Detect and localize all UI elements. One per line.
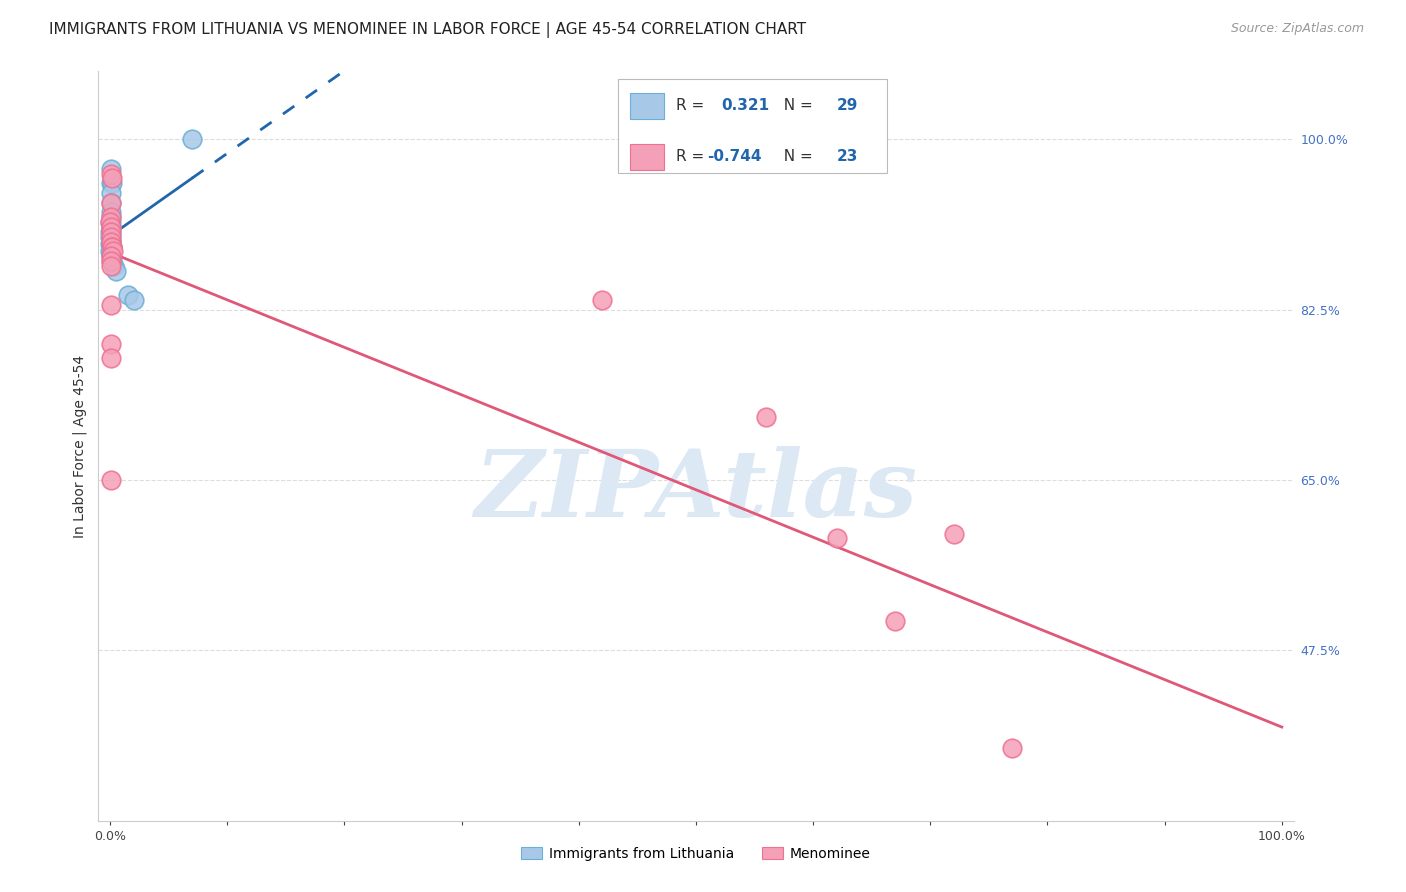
Point	[100, 225, 122, 239]
Text: Source: ZipAtlas.com: Source: ZipAtlas.com	[1230, 22, 1364, 36]
Point	[100, 215, 122, 229]
Point	[100, 232, 122, 246]
Point	[100, 229, 122, 244]
Point	[100, 225, 122, 239]
Legend: Immigrants from Lithuania, Menominee: Immigrants from Lithuania, Menominee	[516, 841, 876, 866]
FancyBboxPatch shape	[619, 78, 887, 172]
Point	[755, 409, 778, 424]
Point	[100, 298, 122, 312]
Point	[884, 614, 907, 628]
Text: N =: N =	[773, 149, 817, 163]
Point	[100, 195, 122, 210]
Point	[101, 239, 124, 253]
Point	[100, 222, 122, 236]
Point	[117, 288, 139, 302]
Point	[100, 239, 122, 253]
Point	[100, 186, 122, 200]
Point	[122, 293, 145, 307]
Text: R =: R =	[676, 97, 709, 112]
Point	[100, 211, 122, 225]
Point	[101, 244, 124, 259]
Point	[100, 254, 122, 268]
Point	[100, 351, 122, 366]
Point	[100, 473, 122, 487]
Point	[100, 220, 122, 235]
FancyBboxPatch shape	[630, 145, 664, 169]
Point	[591, 293, 613, 307]
Point	[100, 236, 122, 251]
Point	[100, 235, 122, 249]
Point	[100, 161, 122, 176]
Point	[100, 239, 122, 253]
Point	[101, 254, 124, 268]
Point	[100, 195, 122, 210]
Point	[98, 229, 122, 244]
Point	[105, 264, 128, 278]
Point	[1001, 740, 1024, 755]
Point	[942, 526, 965, 541]
Point	[100, 254, 122, 268]
Point	[100, 176, 122, 190]
Point	[100, 247, 122, 261]
Point	[101, 239, 124, 253]
Point	[100, 249, 122, 263]
Point	[825, 532, 848, 546]
Point	[100, 336, 122, 351]
Text: R =: R =	[676, 149, 709, 163]
Text: N =: N =	[773, 97, 817, 112]
Point	[100, 227, 122, 241]
Text: -0.744: -0.744	[707, 149, 761, 163]
Point	[100, 215, 122, 229]
Text: IMMIGRANTS FROM LITHUANIA VS MENOMINEE IN LABOR FORCE | AGE 45-54 CORRELATION CH: IMMIGRANTS FROM LITHUANIA VS MENOMINEE I…	[49, 22, 806, 38]
Text: ZIPAtlas: ZIPAtlas	[474, 446, 918, 536]
Point	[100, 249, 122, 263]
Point	[100, 244, 122, 259]
Point	[100, 167, 122, 181]
Point	[100, 211, 122, 225]
Point	[100, 220, 122, 235]
Text: 0.321: 0.321	[721, 97, 769, 112]
Point	[100, 205, 122, 219]
Point	[101, 171, 124, 186]
Point	[181, 132, 204, 146]
Point	[103, 259, 125, 273]
Point	[100, 259, 122, 273]
Point	[100, 176, 122, 190]
Point	[100, 235, 122, 249]
Text: 29: 29	[837, 97, 859, 112]
FancyBboxPatch shape	[630, 94, 664, 119]
Point	[100, 215, 122, 229]
Y-axis label: In Labor Force | Age 45-54: In Labor Force | Age 45-54	[73, 354, 87, 538]
Text: 23: 23	[837, 149, 859, 163]
